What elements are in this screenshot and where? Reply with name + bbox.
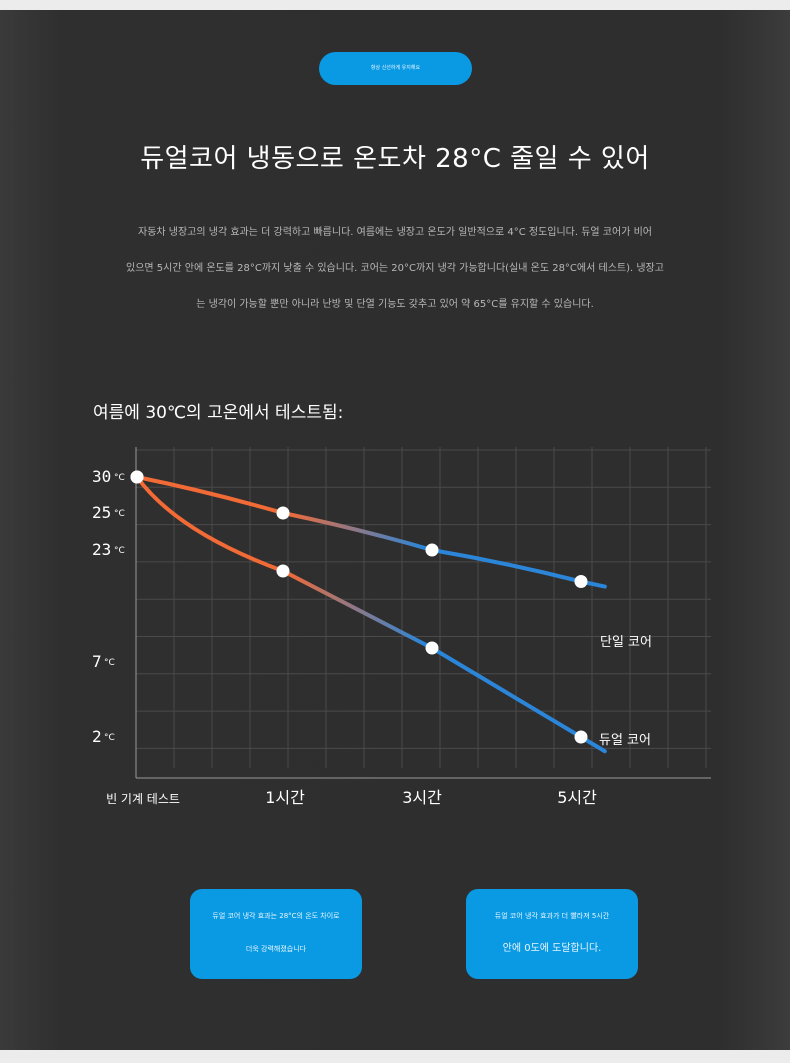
header-pill: 항상 신선하게 유지해요 bbox=[319, 52, 472, 85]
description-line-1: 자동차 냉장고의 냉각 효과는 더 강력하고 빠릅니다. 여름에는 냉장고 온도… bbox=[138, 227, 652, 238]
series-label: 듀얼 코어 bbox=[599, 733, 651, 748]
y-tick-label: 2 bbox=[92, 727, 102, 746]
y-tick-unit: °C bbox=[114, 509, 125, 519]
x-tick-label: 1시간 bbox=[265, 788, 305, 807]
data-point bbox=[276, 564, 290, 578]
data-point bbox=[425, 543, 439, 557]
info-button-left-line2: 더욱 강력해졌습니다 bbox=[245, 945, 307, 953]
y-tick-unit: °C bbox=[104, 658, 115, 668]
data-point bbox=[130, 470, 144, 484]
y-tick-unit: °C bbox=[114, 546, 125, 556]
chart-title: 여름에 30℃의 고온에서 테스트됨: bbox=[93, 403, 344, 423]
description-line-2: 있으면 5시간 안에 온도를 28°C까지 낮출 수 있습니다. 코어는 20°… bbox=[126, 263, 664, 274]
x-tick-label: 3시간 bbox=[402, 788, 442, 807]
data-point bbox=[276, 506, 290, 520]
y-tick-label: 30 bbox=[92, 467, 111, 486]
description: 자동차 냉장고의 냉각 효과는 더 강력하고 빠릅니다. 여름에는 냉장고 온도… bbox=[55, 215, 735, 323]
x-tick-label: 5시간 bbox=[557, 788, 597, 807]
y-tick-unit: °C bbox=[104, 733, 115, 743]
info-button-right-line1: 듀얼 코어 냉각 효과가 더 빨라져 5시간 bbox=[494, 912, 610, 920]
y-tick-unit: °C bbox=[114, 473, 125, 483]
description-line-3: 는 냉각이 가능할 뿐만 아니라 난방 및 단열 기능도 갖추고 있어 약 65… bbox=[196, 299, 594, 310]
series-line-dual-core bbox=[135, 475, 607, 754]
data-point bbox=[574, 730, 588, 744]
info-button-right-line2: 안에 0도에 도달합니다. bbox=[502, 943, 602, 954]
series-line-single-core bbox=[135, 475, 607, 589]
series-label: 단일 코어 bbox=[600, 635, 652, 650]
y-tick-label: 7 bbox=[92, 652, 102, 671]
page-title: 듀얼코어 냉동으로 온도차 28°C 줄일 수 있어 bbox=[140, 144, 650, 174]
info-button-left-line1: 듀얼 코어 냉각 효과는 28°C의 온도 차이로 bbox=[212, 912, 340, 920]
x-tick-label: 빈 기계 테스트 bbox=[106, 792, 180, 806]
info-button-right[interactable]: 듀얼 코어 냉각 효과가 더 빨라져 5시간 안에 0도에 도달합니다. bbox=[466, 889, 638, 979]
data-point bbox=[425, 641, 439, 655]
y-tick-label: 23 bbox=[92, 540, 111, 559]
main-panel: 항상 신선하게 유지해요 듀얼코어 냉동으로 온도차 28°C 줄일 수 있어 … bbox=[0, 10, 790, 1050]
y-tick-label: 25 bbox=[92, 503, 111, 522]
data-point bbox=[574, 575, 588, 588]
info-button-left[interactable]: 듀얼 코어 냉각 효과는 28°C의 온도 차이로 더욱 강력해졌습니다 bbox=[190, 889, 362, 979]
